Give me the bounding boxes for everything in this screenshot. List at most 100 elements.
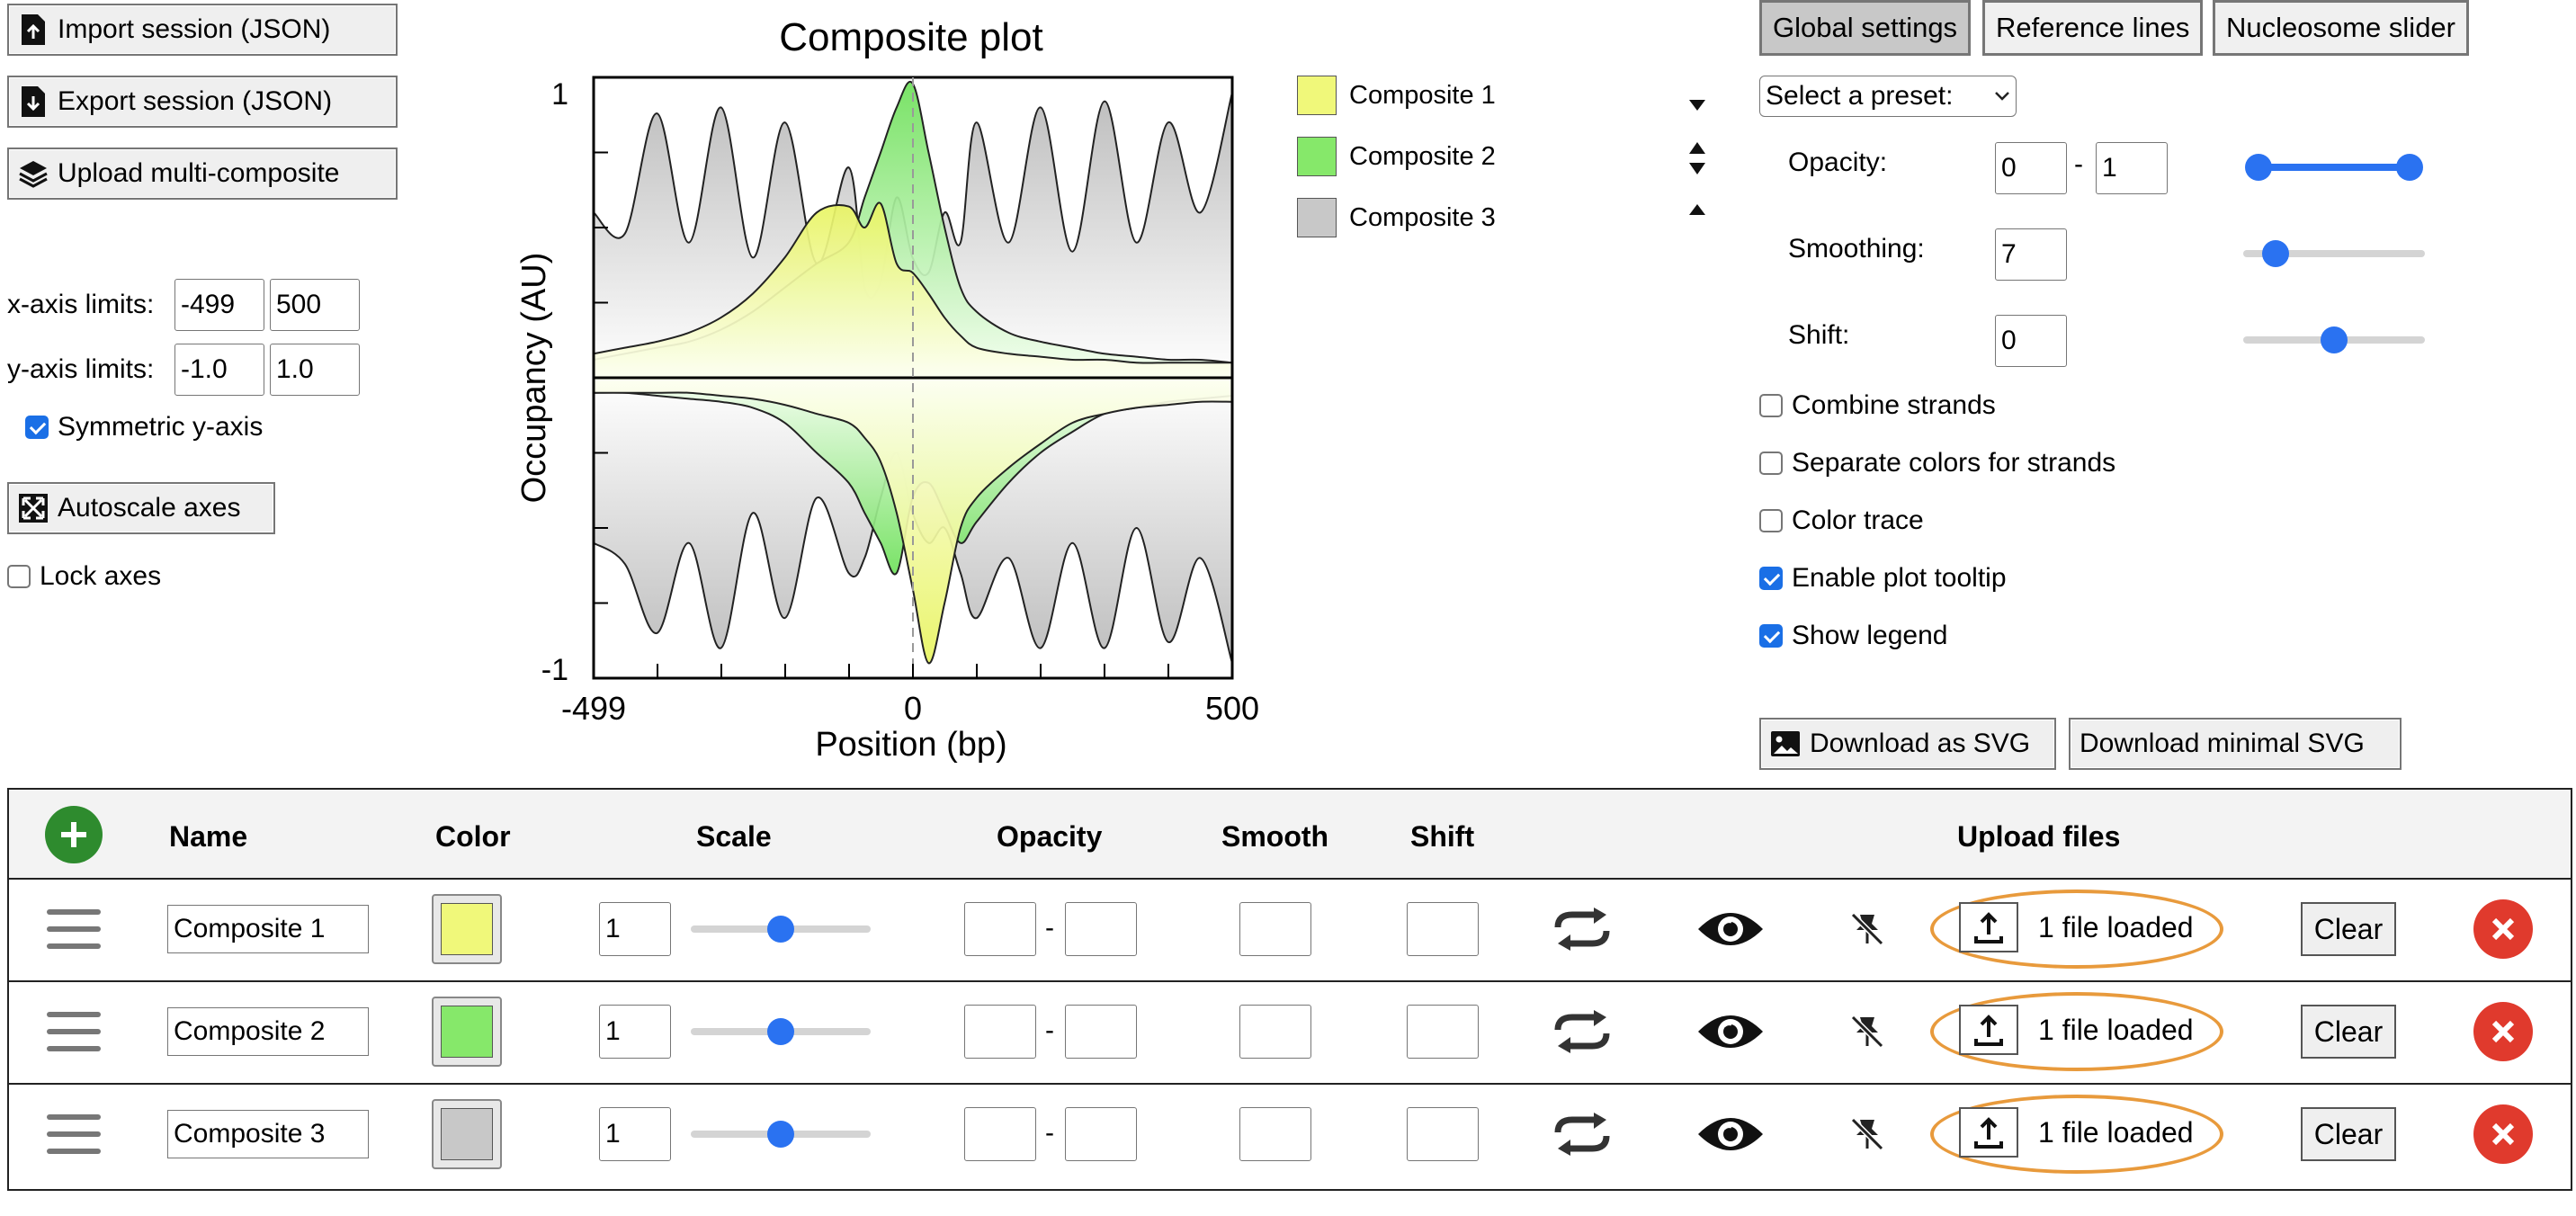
lock-axes-checkbox[interactable] <box>7 565 31 588</box>
opacity-max-input[interactable]: 1 <box>2096 142 2168 194</box>
shift-slider-handle[interactable] <box>2321 326 2348 353</box>
shift-input[interactable] <box>1407 1107 1479 1161</box>
scale-slider-handle[interactable] <box>767 916 794 943</box>
legend-swatch-composite-2 <box>1297 137 1337 176</box>
export-session-label: Export session (JSON) <box>58 86 333 116</box>
remove-composite-button[interactable] <box>2473 899 2533 959</box>
scale-input[interactable]: 1 <box>599 902 671 956</box>
preset-select[interactable]: Select a preset: <box>1759 76 2017 117</box>
opacity-label: Opacity: <box>1788 148 1888 177</box>
scale-slider-handle[interactable] <box>767 1018 794 1045</box>
x-tick-label-right: 500 <box>1205 690 1259 727</box>
tab-global-settings[interactable]: Global settings <box>1759 0 1972 56</box>
upload-file-button[interactable] <box>1959 1005 2018 1055</box>
export-session-button[interactable]: Export session (JSON) <box>7 76 398 128</box>
shift-input[interactable] <box>1407 902 1479 956</box>
legend-swatch-composite-1 <box>1297 76 1337 115</box>
shift-input[interactable] <box>1407 1005 1479 1059</box>
swap-strands-icon[interactable] <box>1552 908 1612 951</box>
enable-tooltip-checkbox[interactable] <box>1759 567 1783 590</box>
color-swatch <box>441 903 493 955</box>
download-svg-button[interactable]: Download as SVG <box>1759 718 2056 770</box>
combine-strands-checkbox[interactable] <box>1759 394 1783 417</box>
clear-files-button[interactable]: Clear <box>2301 902 2396 956</box>
upload-highlight-oval <box>1930 992 2223 1071</box>
x-tick-label-mid: 0 <box>904 690 922 727</box>
scale-input[interactable]: 1 <box>599 1107 671 1161</box>
upload-file-button[interactable] <box>1959 902 2018 952</box>
drag-handle-icon[interactable] <box>47 908 101 951</box>
download-minimal-svg-button[interactable]: Download minimal SVG <box>2069 718 2402 770</box>
opacity-max-input[interactable] <box>1065 902 1137 956</box>
opacity-min-input[interactable] <box>964 1107 1036 1161</box>
upload-multi-composite-button[interactable]: Upload multi-composite <box>7 148 398 200</box>
y-axis-title: Occupancy (AU) <box>515 253 553 504</box>
opacity-min-slider-handle[interactable] <box>2245 154 2272 181</box>
swap-strands-icon[interactable] <box>1552 1010 1612 1053</box>
color-picker[interactable] <box>432 1099 502 1169</box>
y-axis-max-input[interactable]: 1.0 <box>270 344 360 396</box>
composite-2-forward-area <box>594 81 1232 378</box>
smoothing-slider-track <box>2243 250 2425 257</box>
upload-icon <box>1974 1117 2003 1149</box>
opacity-min-input[interactable] <box>964 902 1036 956</box>
composite-name-input[interactable]: Composite 3 <box>167 1110 369 1158</box>
x-axis-min-input[interactable]: -499 <box>174 279 264 331</box>
symmetric-y-axis-checkbox[interactable] <box>25 416 49 439</box>
color-picker[interactable] <box>432 894 502 964</box>
smoothing-input[interactable]: 7 <box>1995 228 2067 281</box>
pin-slash-icon[interactable] <box>1849 1116 1885 1152</box>
swap-strands-icon[interactable] <box>1552 1113 1612 1156</box>
tab-reference-lines[interactable]: Reference lines <box>1982 0 2204 56</box>
shift-input[interactable]: 0 <box>1995 315 2067 367</box>
y-tick-label-bottom: -1 <box>541 653 568 687</box>
show-legend-checkbox[interactable] <box>1759 624 1783 648</box>
legend-label-composite-3: Composite 3 <box>1349 203 1496 232</box>
opacity-max-input[interactable] <box>1065 1107 1137 1161</box>
smooth-input[interactable] <box>1239 902 1311 956</box>
plus-icon <box>61 822 86 847</box>
tab-nucleosome-slider[interactable]: Nucleosome slider <box>2213 0 2469 56</box>
separate-colors-label: Separate colors for strands <box>1792 448 2116 478</box>
sort-icon[interactable] <box>1687 139 1707 178</box>
color-trace-checkbox[interactable] <box>1759 509 1783 532</box>
pin-slash-icon[interactable] <box>1849 1014 1885 1050</box>
scale-slider-handle[interactable] <box>767 1121 794 1148</box>
sort-up-icon[interactable] <box>1687 201 1707 218</box>
eye-icon[interactable] <box>1696 1109 1765 1159</box>
eye-icon[interactable] <box>1696 904 1765 954</box>
opacity-max-input[interactable] <box>1065 1005 1137 1059</box>
opacity-min-input[interactable] <box>964 1005 1036 1059</box>
scale-input[interactable]: 1 <box>599 1005 671 1059</box>
close-icon <box>2491 917 2515 941</box>
pin-slash-icon[interactable] <box>1849 911 1885 947</box>
opacity-dash: - <box>1045 1118 1054 1148</box>
expand-arrows-icon <box>19 494 48 523</box>
remove-composite-button[interactable] <box>2473 1104 2533 1164</box>
smooth-input[interactable] <box>1239 1107 1311 1161</box>
clear-files-button[interactable]: Clear <box>2301 1107 2396 1161</box>
composite-1-reverse-line <box>594 391 1232 665</box>
y-axis-min-input[interactable]: -1.0 <box>174 344 264 396</box>
opacity-min-input[interactable]: 0 <box>1995 142 2067 194</box>
autoscale-axes-button[interactable]: Autoscale axes <box>7 482 275 534</box>
eye-icon[interactable] <box>1696 1006 1765 1057</box>
color-picker[interactable] <box>432 997 502 1067</box>
composite-name-input[interactable]: Composite 2 <box>167 1007 369 1056</box>
import-session-label: Import session (JSON) <box>58 14 331 44</box>
composite-name-input[interactable]: Composite 1 <box>167 905 369 953</box>
remove-composite-button[interactable] <box>2473 1002 2533 1061</box>
clear-files-button[interactable]: Clear <box>2301 1005 2396 1059</box>
drag-handle-icon[interactable] <box>47 1010 101 1053</box>
drag-handle-icon[interactable] <box>47 1113 101 1156</box>
y-axis-limits-label: y-axis limits: <box>7 354 155 384</box>
opacity-max-slider-handle[interactable] <box>2396 154 2423 181</box>
sort-down-icon[interactable] <box>1687 97 1707 113</box>
import-session-button[interactable]: Import session (JSON) <box>7 4 398 56</box>
add-composite-button[interactable] <box>45 806 103 863</box>
x-axis-max-input[interactable]: 500 <box>270 279 360 331</box>
smooth-input[interactable] <box>1239 1005 1311 1059</box>
upload-file-button[interactable] <box>1959 1107 2018 1158</box>
separate-colors-checkbox[interactable] <box>1759 452 1783 475</box>
smoothing-slider-handle[interactable] <box>2262 240 2290 267</box>
